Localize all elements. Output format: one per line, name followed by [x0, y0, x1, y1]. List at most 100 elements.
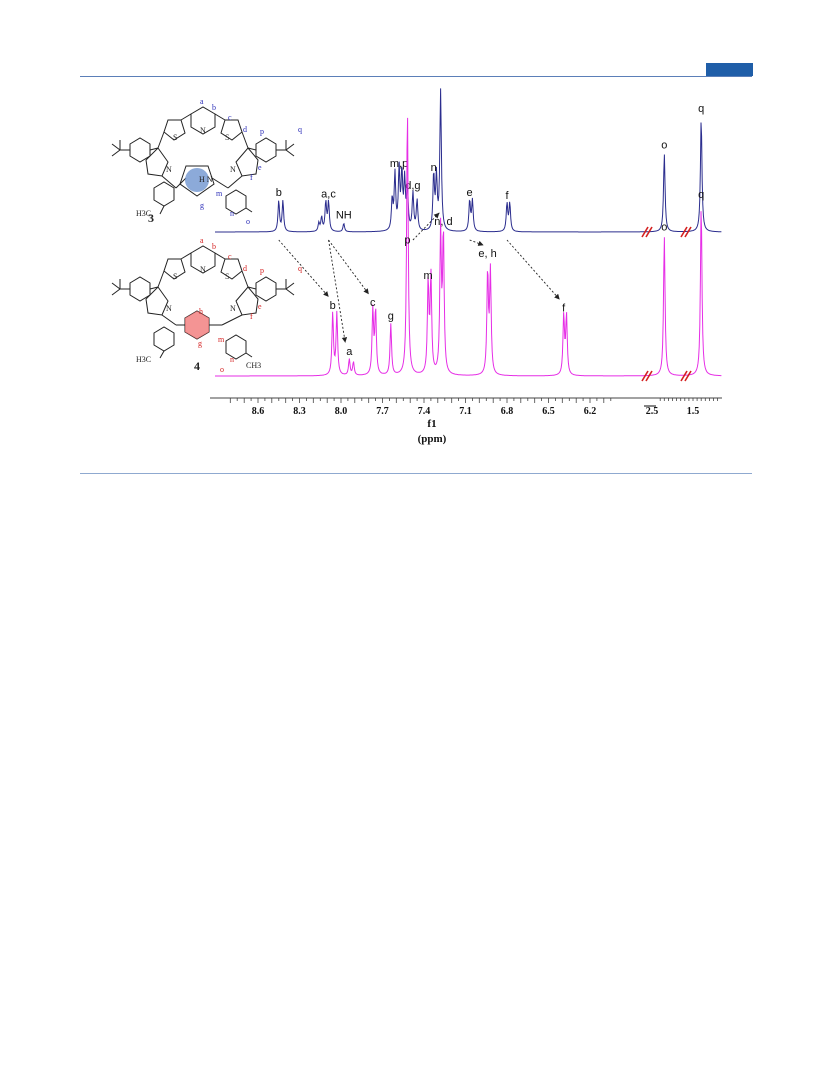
x-axis-label: f1	[427, 418, 436, 430]
x-tick-label-2: 8.0	[335, 406, 348, 417]
break-slash-3-0-0	[641, 226, 649, 238]
label-f-4: f	[250, 312, 253, 321]
break-slash-3-1-0	[680, 226, 688, 238]
peak-label-3-22: o	[661, 140, 667, 152]
footer-rule	[80, 473, 752, 474]
label-n-4: n	[230, 355, 234, 364]
peak-label-4-7: p	[404, 235, 410, 247]
label-g-4: g	[198, 339, 202, 348]
peak-label-4-0: b	[330, 300, 336, 312]
x-axis: 8.6 8.3 8.0 7.7 7.4 7.1 6.8 6.5 6.2 2.5 1.5 f1 (pp…	[210, 397, 722, 445]
peak-label-3-0: b	[276, 187, 282, 199]
break-slash-3-0-4	[645, 226, 653, 238]
shift-arrow-4	[469, 239, 484, 246]
break-slash-4-0-0	[641, 370, 649, 382]
label-a: a	[200, 97, 204, 106]
label-g: g	[200, 201, 204, 210]
label-n: n	[230, 209, 234, 218]
break-slash-4-1-0	[680, 370, 688, 382]
label-c-4: c	[228, 252, 232, 261]
peak-label-4-16: o	[661, 222, 667, 234]
x-tick-label-4: 7.4	[418, 406, 431, 417]
label-b: b	[212, 103, 216, 112]
thiophene-s-left-4: S	[173, 272, 177, 281]
x-tick-label-1: 8.3	[293, 406, 306, 417]
compound-number-3: 3	[148, 211, 154, 225]
shift-arrow-2	[328, 239, 370, 295]
methyl-left: H3C	[136, 209, 151, 218]
thiophene-s-right-4: S	[225, 272, 229, 281]
peak-label-4-11: n, d	[434, 216, 452, 228]
trace-4	[215, 117, 722, 377]
peak-label-4-12: e, h	[478, 248, 496, 260]
x-ticks: 8.6 8.3 8.0 7.7 7.4 7.1 6.8 6.5 6.2 2.5 1.5	[229, 398, 718, 417]
x-tick-label-6: 6.8	[501, 406, 514, 417]
structure-4-labels: S S N N N H3C CH3 4 a b c d e f g h m n …	[136, 236, 302, 374]
label-b-4: b	[212, 242, 216, 251]
peak-label-4-4: c	[370, 297, 376, 309]
highlight-nh	[185, 168, 209, 192]
trace-3	[215, 88, 722, 233]
header-block	[706, 63, 753, 76]
label-q-4: q	[298, 264, 302, 273]
proton-labels-4: a b c d e f g h m n o p q	[198, 236, 302, 374]
label-d: d	[243, 125, 247, 134]
label-q: q	[298, 125, 302, 134]
label-e: e	[258, 163, 262, 172]
pyrrole-n-left-4: N	[166, 304, 172, 313]
peak-label-3-13: d,g	[405, 180, 420, 192]
pyrrole-n-left: N	[166, 165, 172, 174]
structure-3	[111, 106, 295, 215]
x-tick-label-10: 1.5	[687, 406, 700, 417]
x-axis-unit: (ppm)	[418, 433, 447, 445]
label-m: m	[216, 189, 223, 198]
peak-label-4-8: m	[424, 270, 433, 282]
label-m-4: m	[218, 335, 225, 344]
break-slash-4-0-4	[645, 370, 653, 382]
pyridine-n: N	[200, 126, 206, 135]
peak-label-3-23: q	[698, 103, 704, 115]
peak-label-3-20: f	[505, 190, 509, 202]
break-slash-4-1-4	[684, 370, 692, 382]
label-f: f	[250, 173, 253, 182]
header-rule	[80, 76, 752, 77]
x-tick-label-0: 8.6	[252, 406, 265, 417]
pyrrole-n-right-4: N	[230, 304, 236, 313]
label-c: c	[228, 113, 232, 122]
peak-label-3-6: NH	[336, 210, 352, 222]
peak-label-4-17: q	[698, 189, 704, 201]
peak-label-3-9: m,p	[390, 158, 408, 170]
compound-number-4: 4	[194, 359, 200, 373]
core-nh-label: H N	[199, 175, 213, 184]
peak-label-4-2: a	[346, 346, 353, 358]
x-tick-label-7: 6.5	[542, 406, 555, 417]
label-d-4: d	[243, 264, 247, 273]
peak-label-4-6: g	[388, 311, 394, 323]
shift-arrow-1	[328, 239, 348, 343]
label-a-4: a	[200, 236, 204, 245]
x-tick-label-8: 6.2	[584, 406, 597, 417]
label-p-4: p	[260, 266, 264, 275]
label-o: o	[246, 217, 250, 226]
break-slash-3-1-4	[684, 226, 692, 238]
label-o-4: o	[220, 365, 224, 374]
highlight-phenylene	[185, 311, 209, 339]
shift-arrow-5	[506, 239, 561, 300]
structure-3-labels: H N S S N N N H3C 3 a b c d e f g m n o …	[136, 97, 302, 226]
thiophene-s-left: S	[173, 133, 177, 142]
shift-arrow-0	[278, 239, 330, 298]
methyl-right-4: CH3	[246, 361, 261, 370]
thiophene-s-right: S	[225, 133, 229, 142]
pyridine-n-4: N	[200, 265, 206, 274]
peak-label-3-5: a,c	[321, 189, 336, 201]
x-tick-label-9: 2.5	[646, 406, 659, 417]
x-tick-label-3: 7.7	[376, 406, 389, 417]
structure-4	[111, 245, 295, 360]
label-p: p	[260, 127, 264, 136]
peak-label-3-18: e	[467, 187, 473, 199]
